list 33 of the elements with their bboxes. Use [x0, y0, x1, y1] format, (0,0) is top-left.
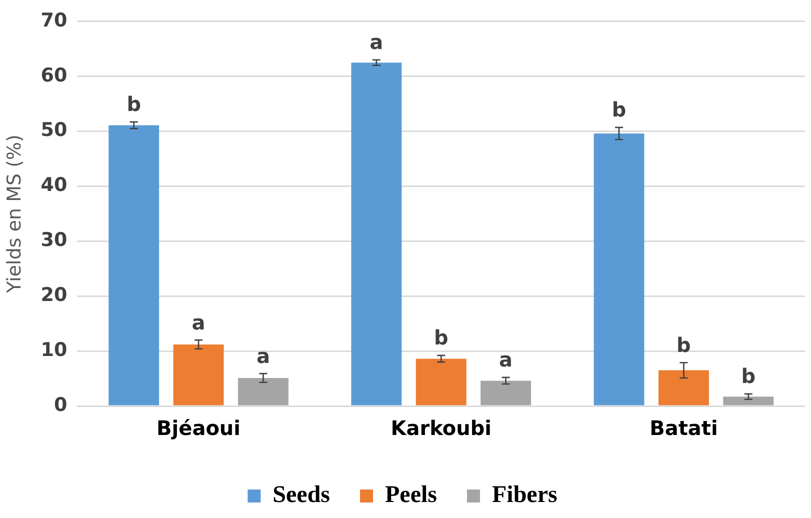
- legend-label: Peels: [385, 482, 438, 508]
- y-tick-label: 30: [40, 229, 68, 252]
- x-tick-label: Karkoubi: [390, 416, 492, 440]
- data-label: b: [741, 364, 756, 388]
- y-tick-label: 50: [40, 119, 68, 142]
- data-label: b: [612, 98, 626, 122]
- x-tick-label: Batati: [650, 416, 718, 440]
- y-tick-label: 0: [54, 394, 68, 416]
- data-label: b: [126, 92, 142, 116]
- x-tick-label: Bjéaoui: [156, 416, 241, 440]
- bar: [173, 344, 224, 406]
- y-tick-label: 70: [40, 9, 68, 32]
- y-tick-label: 20: [40, 284, 68, 306]
- data-label: a: [499, 348, 513, 372]
- data-label: b: [434, 326, 448, 350]
- bar: [594, 133, 644, 406]
- bar: [238, 378, 288, 406]
- data-label: a: [370, 30, 384, 54]
- y-tick-label: 10: [40, 338, 68, 361]
- bar: [416, 358, 466, 406]
- data-label: a: [192, 310, 206, 334]
- bar: [480, 380, 532, 406]
- y-tick-label: 40: [40, 174, 68, 196]
- data-label: b: [676, 332, 691, 357]
- data-label: a: [256, 344, 270, 368]
- legend-label: Fibers: [492, 482, 558, 508]
- bar: [108, 125, 160, 406]
- legend-label: Seeds: [272, 482, 330, 508]
- bar: [723, 396, 774, 406]
- y-tick-label: 60: [40, 64, 68, 86]
- bar: [351, 62, 402, 406]
- y-axis-title: Yields en MS (%): [3, 134, 26, 294]
- bar: [658, 370, 709, 406]
